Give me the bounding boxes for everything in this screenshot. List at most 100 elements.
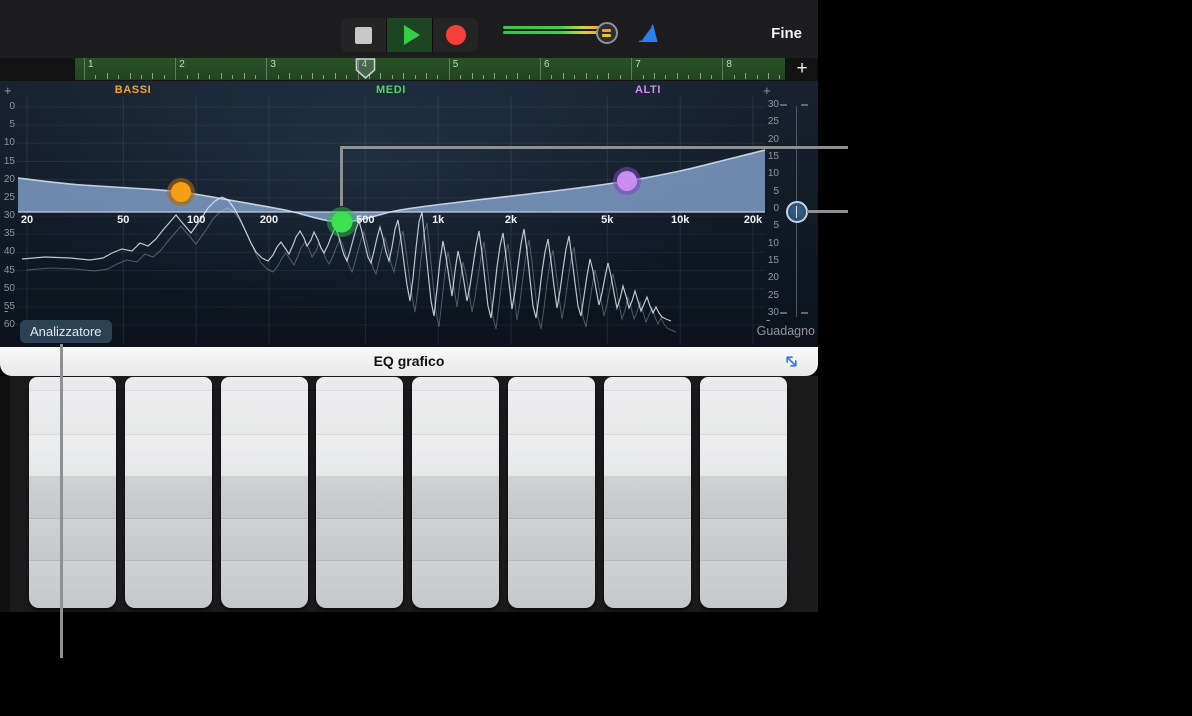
chord-strip-segment[interactable] bbox=[124, 518, 212, 560]
chord-strip-segment[interactable] bbox=[29, 518, 116, 560]
chord-strip-segment[interactable] bbox=[316, 518, 404, 560]
add-bars-button[interactable]: + bbox=[789, 58, 815, 80]
chord-strip-segment[interactable] bbox=[603, 476, 691, 518]
chord-strip-segment[interactable] bbox=[316, 390, 404, 434]
eq-plot-surface[interactable]: 20 50 100 200 500 1k 2k 5k 10k 20k bbox=[0, 81, 818, 347]
chord-strip-segment[interactable] bbox=[699, 560, 787, 608]
chord-strip-segment[interactable] bbox=[603, 377, 691, 390]
master-volume-slider[interactable] bbox=[503, 22, 621, 44]
chord-strip-segment[interactable] bbox=[29, 560, 116, 608]
gain-tick bbox=[801, 312, 808, 314]
scale-zoom-minus-right[interactable]: - bbox=[766, 312, 771, 327]
ruler-tick bbox=[391, 75, 393, 79]
chord-strip-segment[interactable] bbox=[220, 390, 308, 434]
chord-strip-segment[interactable] bbox=[699, 377, 787, 390]
timeline-ruler[interactable]: 1 2 3 4 5 6 7 8 + bbox=[0, 58, 818, 81]
freq-label: 20k bbox=[744, 214, 763, 226]
analyzer-button[interactable]: Analizzatore bbox=[20, 320, 112, 343]
ruler-tick bbox=[334, 73, 336, 79]
chord-strip-segment[interactable] bbox=[316, 377, 404, 390]
scale-zoom-plus-right[interactable]: + bbox=[763, 83, 771, 98]
scale-zoom-plus-left[interactable]: + bbox=[4, 83, 12, 98]
chord-strip-segment[interactable] bbox=[220, 518, 308, 560]
chord-strip[interactable] bbox=[220, 377, 308, 608]
chord-strip[interactable] bbox=[124, 377, 212, 608]
keyboard-edge bbox=[0, 376, 10, 612]
volume-knob[interactable] bbox=[596, 22, 618, 44]
chord-strip-segment[interactable] bbox=[508, 518, 595, 560]
chord-strip-segment[interactable] bbox=[220, 476, 308, 518]
chord-strip-segment[interactable] bbox=[603, 518, 691, 560]
chord-strip-segment[interactable] bbox=[220, 434, 308, 476]
chord-strip-segment[interactable] bbox=[603, 434, 691, 476]
chord-strip-segment[interactable] bbox=[508, 476, 595, 518]
chord-strip-segment[interactable] bbox=[124, 560, 212, 608]
chord-strip-segment[interactable] bbox=[29, 377, 116, 390]
chord-strip-segment[interactable] bbox=[316, 476, 404, 518]
gain-tick bbox=[780, 312, 787, 314]
bar-ruler[interactable]: 1 2 3 4 5 6 7 8 bbox=[75, 58, 785, 80]
gain-db-label: 30 bbox=[767, 307, 779, 318]
freq-label: 50 bbox=[117, 214, 129, 226]
chord-strip[interactable] bbox=[699, 377, 787, 608]
chord-strip-segment[interactable] bbox=[412, 476, 500, 518]
chord-strip-segment[interactable] bbox=[508, 560, 595, 608]
eq-plot[interactable]: 20 50 100 200 500 1k 2k 5k 10k 20k bbox=[0, 81, 818, 347]
chord-strip-segment[interactable] bbox=[603, 560, 691, 608]
chord-strip-segment[interactable] bbox=[699, 390, 787, 434]
bar-line bbox=[357, 58, 359, 80]
analyzer-db-label: 55 bbox=[3, 300, 15, 312]
chord-strip-segment[interactable] bbox=[220, 560, 308, 608]
chord-strip-segment[interactable] bbox=[316, 560, 404, 608]
chord-strip-segment[interactable] bbox=[508, 390, 595, 434]
chord-strip[interactable] bbox=[412, 377, 500, 608]
plugin-title-bar: EQ grafico bbox=[0, 347, 818, 376]
ruler-tick bbox=[733, 75, 735, 79]
eq-band-handle-alti[interactable] bbox=[617, 171, 637, 191]
record-button[interactable] bbox=[433, 18, 478, 52]
chord-strip-segment[interactable] bbox=[412, 560, 500, 608]
playhead-marker[interactable] bbox=[355, 58, 376, 80]
ruler-tick bbox=[129, 73, 131, 79]
gain-db-label: 25 bbox=[767, 289, 779, 301]
eq-band-handle-bassi[interactable] bbox=[171, 182, 191, 202]
gain-slider-knob[interactable] bbox=[786, 201, 808, 223]
chord-strip-segment[interactable] bbox=[603, 390, 691, 434]
loop-browser-icon[interactable] bbox=[636, 21, 660, 45]
chord-strip-segment[interactable] bbox=[699, 518, 787, 560]
chord-strip[interactable] bbox=[508, 377, 595, 608]
chord-strip[interactable] bbox=[29, 377, 116, 608]
chord-strip-segment[interactable] bbox=[508, 377, 595, 390]
chord-strip-segment[interactable] bbox=[412, 518, 500, 560]
ruler-tick bbox=[220, 73, 222, 79]
chord-strip-segment[interactable] bbox=[508, 434, 595, 476]
expand-icon[interactable] bbox=[783, 353, 800, 370]
chord-strip-segment[interactable] bbox=[29, 390, 116, 434]
chord-strip-segment[interactable] bbox=[699, 434, 787, 476]
ruler-tick bbox=[654, 73, 655, 79]
chord-strip[interactable] bbox=[603, 377, 691, 608]
eq-band-handle-medi[interactable] bbox=[331, 211, 353, 233]
chord-strip-segment[interactable] bbox=[412, 434, 500, 476]
analyzer-db-label: 40 bbox=[3, 246, 15, 258]
gain-label: Guadagno bbox=[756, 324, 815, 338]
chord-strip-segment[interactable] bbox=[29, 476, 116, 518]
chord-strip-segment[interactable] bbox=[124, 476, 212, 518]
chord-strip-segment[interactable] bbox=[124, 434, 212, 476]
chord-strip-segment[interactable] bbox=[412, 390, 500, 434]
scale-zoom-minus-left[interactable]: - bbox=[4, 303, 9, 318]
bar-number: 8 bbox=[726, 59, 732, 70]
chord-strip-segment[interactable] bbox=[124, 390, 212, 434]
chord-strip-segment[interactable] bbox=[699, 476, 787, 518]
chord-strips-keyboard bbox=[0, 376, 818, 612]
chord-strip-segment[interactable] bbox=[29, 434, 116, 476]
chord-strip-segment[interactable] bbox=[220, 377, 308, 390]
chord-strip[interactable] bbox=[316, 377, 404, 608]
stop-button[interactable] bbox=[341, 18, 386, 52]
chord-strip-segment[interactable] bbox=[316, 434, 404, 476]
chord-strip-segment[interactable] bbox=[412, 377, 500, 390]
chord-strip-segment[interactable] bbox=[124, 377, 212, 390]
play-button[interactable] bbox=[387, 18, 432, 52]
done-button[interactable]: Fine bbox=[765, 24, 808, 43]
